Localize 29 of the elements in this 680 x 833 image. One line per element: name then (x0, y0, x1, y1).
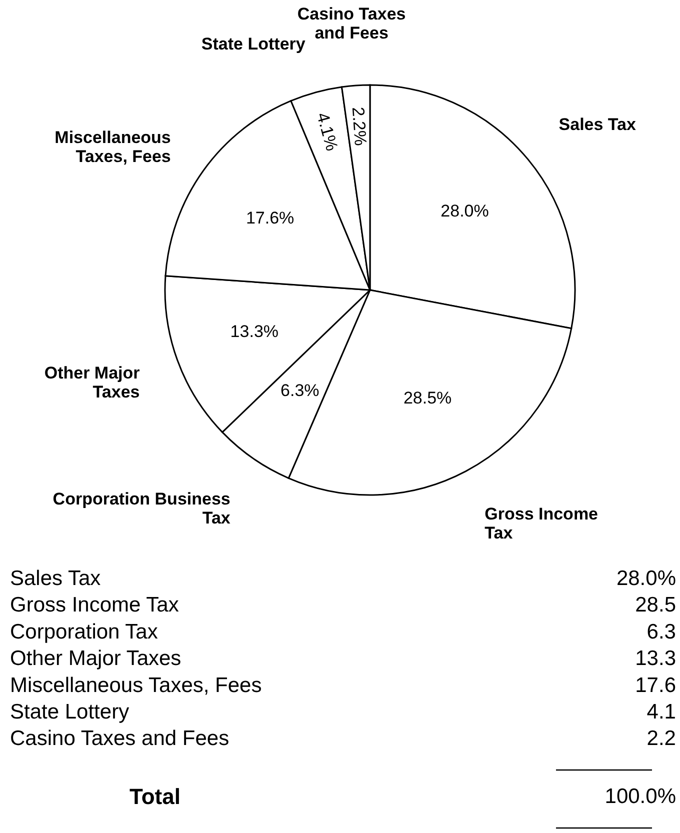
slice-label: Sales Tax (558, 114, 636, 134)
slice-label: Corporation Business Tax (52, 489, 231, 528)
slice-label: State Lottery (201, 34, 306, 54)
text: 4.1 (646, 700, 676, 724)
text: 100.0% (604, 785, 676, 808)
data-label: 28.0% (440, 202, 489, 221)
text: 28.0% (616, 567, 676, 590)
text: Sales Tax (10, 567, 102, 590)
text: Miscellaneous Taxes, Fees (10, 674, 262, 697)
data-label: 6.3% (280, 381, 320, 400)
text: 6.3 (646, 620, 676, 644)
text: Gross Income Tax (10, 594, 180, 617)
text: 2.2 (646, 727, 676, 750)
data-label: 17.6% (246, 208, 294, 228)
data-label: 2.2% (348, 106, 370, 146)
text: State Lottery (10, 700, 130, 724)
text: Total (130, 784, 180, 809)
text: Corporation Tax (10, 620, 158, 644)
text: Casino Taxes and Fees (10, 727, 230, 750)
data-label: 4.1% (312, 110, 342, 153)
data-label: 13.3% (230, 322, 279, 342)
slice-label: Gross Income Tax (484, 504, 598, 543)
text: 17.6 (635, 674, 676, 697)
slice-label: Miscellaneous Taxes, Fees (54, 128, 171, 166)
slice-label: Other Major Taxes (44, 364, 140, 402)
text: Other Major Taxes (10, 647, 182, 670)
text: 28.5 (635, 594, 676, 617)
text: 13.3 (635, 647, 676, 670)
data-label: 28.5% (403, 388, 452, 408)
